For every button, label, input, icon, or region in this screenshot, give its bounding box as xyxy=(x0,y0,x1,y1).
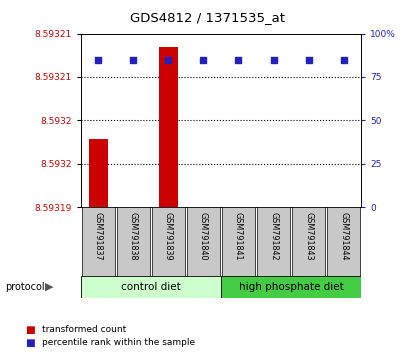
Text: GSM791841: GSM791841 xyxy=(234,212,243,261)
Text: protocol: protocol xyxy=(5,282,44,292)
Point xyxy=(235,57,242,62)
Point xyxy=(305,57,312,62)
Text: control diet: control diet xyxy=(121,282,181,292)
Bar xyxy=(159,47,178,207)
Bar xyxy=(327,207,360,276)
Text: GSM791844: GSM791844 xyxy=(339,212,348,261)
Text: GSM791840: GSM791840 xyxy=(199,212,208,261)
Bar xyxy=(292,207,325,276)
Point xyxy=(130,57,137,62)
Bar xyxy=(221,276,361,298)
Text: percentile rank within the sample: percentile rank within the sample xyxy=(42,338,195,347)
Bar xyxy=(117,207,150,276)
Text: GSM791839: GSM791839 xyxy=(164,212,173,261)
Text: GSM791843: GSM791843 xyxy=(304,212,313,261)
Bar xyxy=(187,207,220,276)
Text: GSM791838: GSM791838 xyxy=(129,212,138,261)
Text: transformed count: transformed count xyxy=(42,325,126,335)
Text: ■: ■ xyxy=(25,338,34,348)
Bar xyxy=(151,207,185,276)
Point xyxy=(95,57,102,62)
Bar xyxy=(82,207,115,276)
Text: ▶: ▶ xyxy=(45,282,53,292)
Bar xyxy=(89,139,108,207)
Text: GDS4812 / 1371535_at: GDS4812 / 1371535_at xyxy=(130,11,285,24)
Text: GSM791837: GSM791837 xyxy=(94,212,103,261)
Point xyxy=(200,57,207,62)
Point xyxy=(165,57,172,62)
Text: high phosphate diet: high phosphate diet xyxy=(239,282,343,292)
Text: ■: ■ xyxy=(25,325,34,335)
Point xyxy=(270,57,277,62)
Bar xyxy=(222,207,255,276)
Point xyxy=(340,57,347,62)
Bar xyxy=(81,276,221,298)
Text: GSM791842: GSM791842 xyxy=(269,212,278,261)
Bar xyxy=(257,207,290,276)
